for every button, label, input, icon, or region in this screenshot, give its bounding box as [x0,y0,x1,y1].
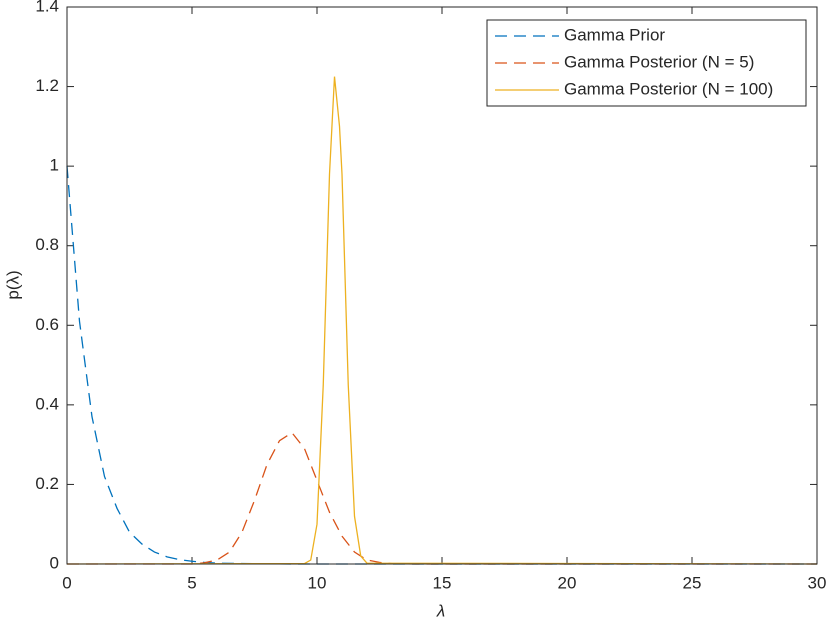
legend-label: Gamma Posterior (N = 100) [564,79,773,98]
x-axis-label: λ [436,601,445,620]
x-tick-label: 15 [433,573,452,592]
x-tick-label: 5 [187,573,196,592]
x-tick-label: 0 [62,573,71,592]
y-tick-label: 0.4 [35,394,59,413]
y-axis-label: p(λ) [3,270,22,299]
legend-label: Gamma Prior [564,25,665,44]
y-tick-label: 0.8 [35,235,59,254]
series-line [67,431,817,565]
y-tick-label: 0.2 [35,474,59,493]
x-tick-label: 30 [808,573,827,592]
x-tick-label: 10 [308,573,327,592]
y-tick-label: 1 [50,156,59,175]
y-tick-label: 1.4 [35,0,59,15]
x-tick-label: 25 [683,573,702,592]
y-tick-label: 1.2 [35,76,59,95]
series-line [66,76,818,565]
x-tick-label: 20 [558,573,577,592]
legend-label: Gamma Posterior (N = 5) [564,52,754,71]
y-tick-label: 0 [50,553,59,572]
y-tick-label: 0.6 [35,315,59,334]
axes-box [66,6,818,565]
